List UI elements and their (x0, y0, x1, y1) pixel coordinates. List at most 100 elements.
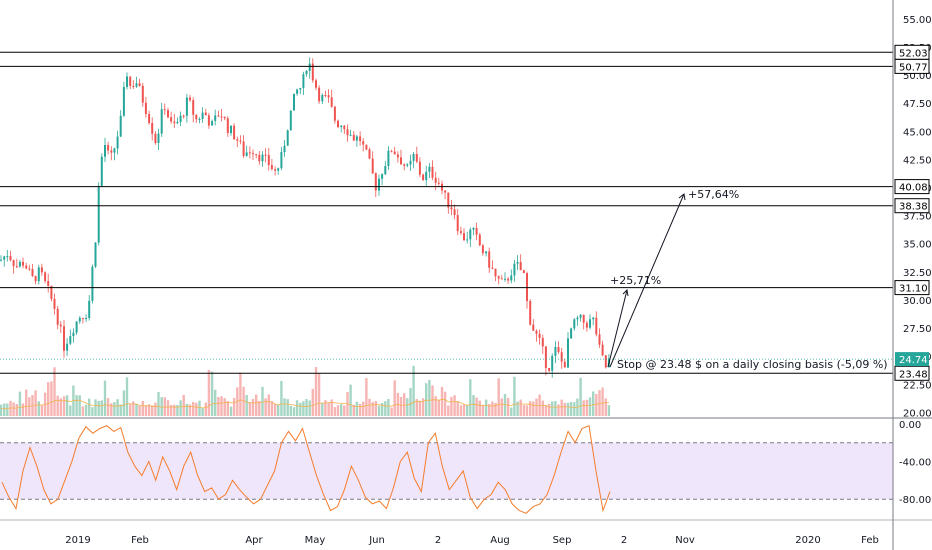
volume-bar (595, 394, 598, 416)
candle-body (179, 115, 182, 122)
candle-body (289, 110, 292, 131)
volume-bar (582, 400, 585, 416)
volume-bar (488, 404, 491, 416)
volume-bar (239, 372, 242, 416)
candle-body (368, 149, 371, 159)
volume-bar (349, 384, 352, 416)
volume-bar (506, 397, 510, 416)
volume-bar (352, 404, 355, 416)
volume-bar (245, 395, 248, 416)
volume-bar (84, 404, 88, 416)
candle-body (236, 139, 239, 141)
candle-body (12, 260, 15, 267)
volume-bar (302, 401, 305, 416)
volume-bar (450, 396, 453, 416)
volume-bar (78, 395, 81, 416)
candle-body (485, 251, 488, 254)
candle-body (604, 355, 607, 368)
candle-body (371, 158, 374, 174)
volume-bar (371, 402, 374, 416)
volume-bar (579, 377, 582, 416)
projection-arrows[interactable] (607, 193, 686, 368)
volume-bar (94, 399, 97, 416)
volume-bar (91, 407, 94, 416)
candle-body (579, 314, 582, 318)
candle-body (359, 136, 362, 142)
current-price-tag (895, 352, 929, 367)
volume-bar (273, 404, 277, 416)
candle-body (422, 174, 425, 180)
volume-bar (113, 402, 116, 416)
candle-body (478, 234, 481, 246)
candle-body (510, 275, 513, 281)
candle-body (6, 256, 9, 258)
price-tick-label: 47.50 (903, 99, 932, 110)
candle-body (107, 145, 110, 151)
candle-body (91, 266, 94, 301)
candle-body (22, 261, 24, 266)
candle-body (110, 150, 113, 153)
volume-bar (601, 387, 604, 416)
arrow-target-2[interactable] (609, 193, 685, 368)
candle-body (37, 267, 40, 282)
candle-body (415, 154, 418, 162)
candle-body (252, 153, 254, 155)
time-tick-label: Aug (490, 535, 510, 546)
time-axis-ticks: 2019 Feb Apr May Jun 2 Aug Sep 2 Nov 2020 Feb (65, 535, 879, 546)
time-tick-label: Feb (131, 535, 149, 546)
annotation-stop[interactable]: Stop @ 23.48 $ on a daily closing basis … (617, 358, 888, 371)
candle-body (198, 119, 201, 120)
candle-body (132, 86, 135, 87)
level-tag-label: 23.48 (899, 369, 928, 380)
arrow-target-1[interactable] (607, 289, 628, 368)
candle-body (522, 270, 525, 274)
volume-bar (286, 399, 289, 416)
volume-bar (223, 398, 226, 416)
volume-bar (308, 400, 311, 416)
volume-bar (421, 398, 425, 416)
candle-body (195, 114, 198, 120)
volume-bar (138, 405, 141, 416)
candle-body (72, 332, 75, 337)
volume-bar (377, 405, 381, 416)
candle-body (365, 144, 368, 150)
candle-body (437, 182, 440, 184)
candle-body (220, 116, 223, 118)
candle-body (214, 115, 217, 121)
candle-body (418, 161, 421, 175)
annotation-target-2[interactable]: +57,64% (688, 188, 739, 201)
candle-body (104, 145, 106, 157)
candle-body (230, 125, 232, 133)
candle-body (554, 347, 557, 356)
candle-body (504, 278, 506, 280)
candle-body (507, 278, 510, 281)
candle-body (75, 321, 78, 333)
candle-body (513, 263, 516, 276)
volume-bar (453, 395, 456, 416)
volume-bar (529, 401, 532, 416)
volume-bar (519, 399, 522, 416)
volume-bar (53, 367, 56, 416)
candle-body (66, 343, 69, 351)
horizontal-levels[interactable] (0, 51, 893, 374)
volume-bar (563, 402, 566, 416)
candle-body (570, 328, 573, 339)
candle-body (85, 318, 88, 319)
candle-body (374, 173, 377, 191)
candle-body (595, 317, 598, 335)
oscillator-dashed-levels (0, 442, 893, 500)
candle-body (453, 209, 456, 215)
volume-bar (280, 380, 283, 416)
volume-bar (129, 404, 132, 416)
candle-body (293, 93, 295, 111)
candle-body (450, 207, 453, 210)
volume-bar (588, 397, 592, 416)
candle-body (201, 112, 204, 119)
volume-bar (380, 403, 384, 416)
volume-bar (295, 400, 299, 416)
volume-bar (110, 403, 113, 416)
volume-bars (0, 365, 611, 416)
candle-body (182, 115, 185, 117)
annotation-target-1[interactable]: +25,71% (610, 274, 661, 287)
